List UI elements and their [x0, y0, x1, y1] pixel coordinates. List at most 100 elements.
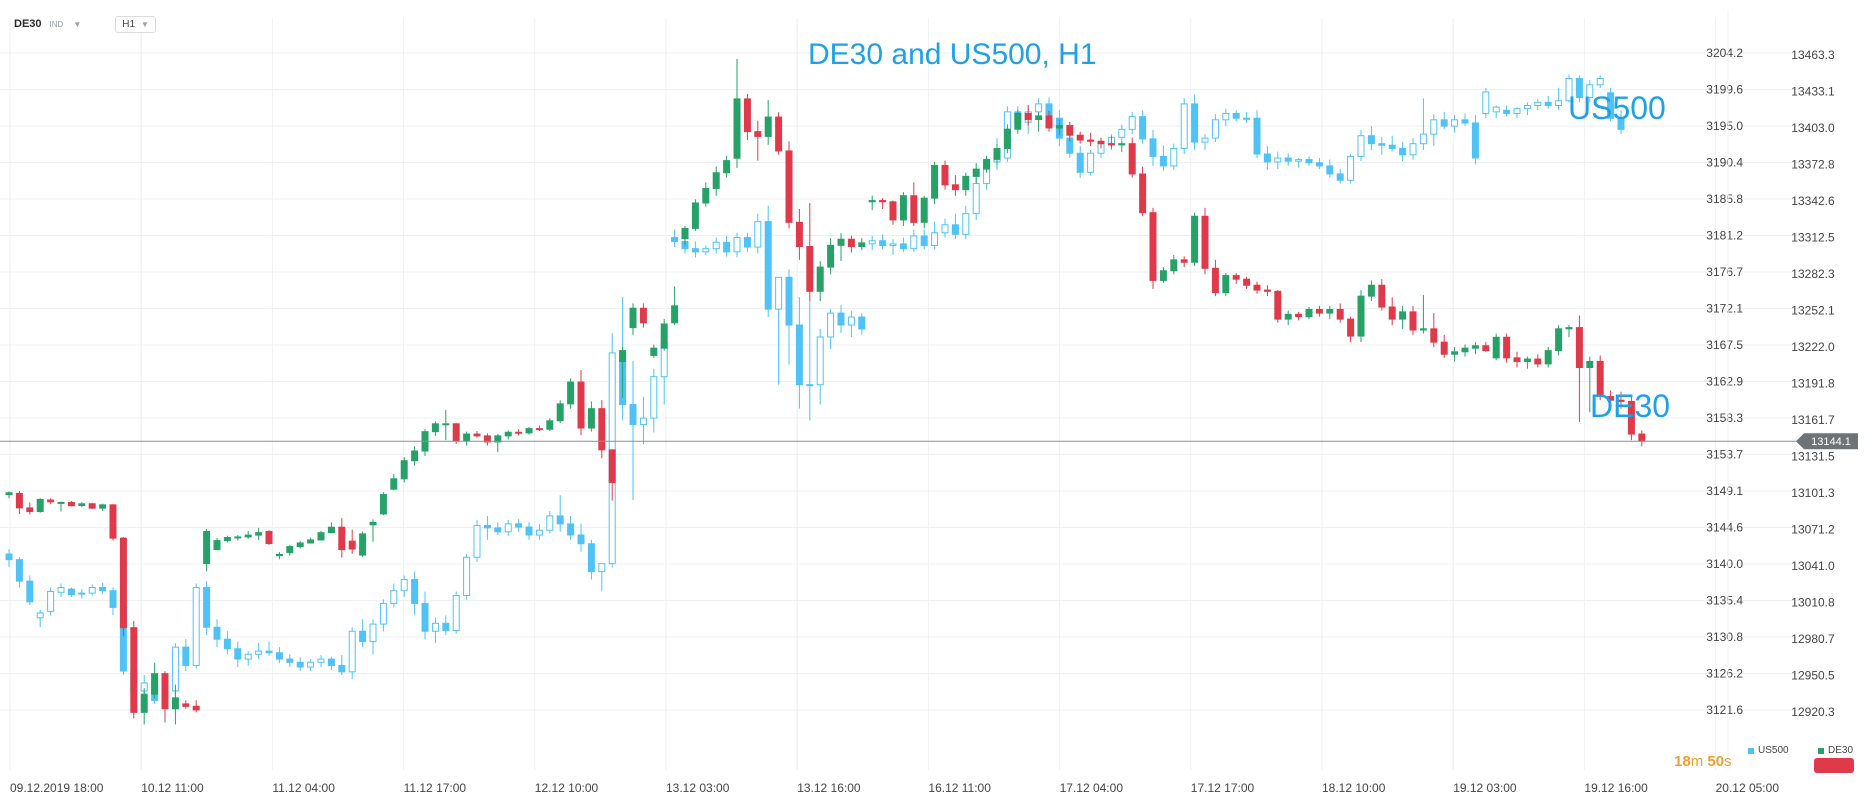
us500-candle: [1419, 98, 1427, 151]
us500-candle: [1461, 113, 1469, 127]
candle-body: [587, 543, 595, 573]
de30-candle: [99, 503, 107, 511]
candle-body: [858, 316, 866, 330]
de30-candle: [1451, 346, 1459, 362]
de30-candle: [785, 141, 793, 229]
us500-candle: [1243, 111, 1251, 123]
de30-candle: [1107, 136, 1115, 149]
de30-candle: [619, 346, 627, 398]
candle-body: [1201, 215, 1209, 269]
de30-candle: [733, 58, 741, 168]
candle-body: [1596, 360, 1604, 398]
candle-body: [1492, 336, 1500, 359]
legend-de30[interactable]: DE30: [1818, 745, 1853, 756]
us500-candle: [733, 232, 741, 258]
candle-body: [452, 423, 460, 442]
candle-body: [764, 221, 772, 310]
us500-candle: [67, 587, 75, 598]
candle-body: [473, 524, 481, 558]
candle-body: [712, 172, 720, 189]
x-tick-label: 13.12 16:00: [797, 781, 861, 795]
timeframe-selector[interactable]: H1 ▼: [115, 15, 156, 33]
candle-body: [1357, 295, 1365, 337]
sell-button[interactable]: [1814, 758, 1854, 773]
legend-us500[interactable]: US500: [1748, 745, 1789, 756]
de30-candle: [1440, 334, 1448, 358]
candle-body: [203, 530, 211, 565]
candle-body: [359, 533, 367, 556]
candle-body: [754, 221, 762, 248]
de30-candle: [671, 286, 679, 326]
candle-body: [639, 307, 647, 324]
candle-body: [1180, 259, 1188, 263]
us500-candle: [931, 221, 939, 250]
de30-candle: [775, 112, 783, 155]
candle-body: [868, 200, 876, 203]
candle-body: [213, 626, 221, 640]
de30-candle: [1118, 141, 1126, 153]
candle-body: [494, 527, 502, 533]
candle-body: [962, 213, 970, 235]
candle-body: [691, 248, 699, 253]
us500-candle: [775, 276, 783, 385]
de30-candle: [764, 100, 772, 145]
candle-body: [1170, 147, 1178, 167]
candle-body: [265, 530, 273, 545]
candle-body: [650, 347, 658, 356]
candle-body: [67, 501, 75, 507]
candle-body: [889, 243, 897, 246]
candle-body: [1211, 267, 1219, 294]
us500-candle: [1336, 169, 1344, 184]
candle-body: [515, 523, 523, 528]
de30-candle: [338, 518, 346, 558]
legend-label: DE30: [1828, 745, 1854, 756]
candle-body: [442, 423, 450, 426]
candle-body: [931, 232, 939, 246]
y-right-tick-label: 13161.7: [1791, 413, 1835, 427]
us500-candle: [1565, 74, 1573, 103]
candle-body: [650, 376, 658, 419]
candle-body: [691, 202, 699, 229]
candle-body: [1191, 215, 1199, 263]
de30-candle: [1503, 333, 1511, 363]
us500-candle: [754, 213, 762, 254]
us500-candle: [473, 519, 481, 563]
de30-candle: [327, 522, 335, 534]
candle-body: [868, 240, 876, 245]
candle-body: [369, 521, 377, 526]
symbol-label[interactable]: DE30: [14, 18, 42, 30]
chevron-down-icon[interactable]: ▼: [73, 19, 82, 29]
candle-body: [182, 703, 190, 707]
us500-candle: [1388, 135, 1396, 152]
de30-candle: [1409, 305, 1417, 335]
us500-candle: [483, 515, 491, 540]
us500-candle: [1149, 130, 1157, 166]
de30-candle: [463, 431, 471, 446]
y-left-tick-label: 3176.7: [1706, 265, 1743, 279]
candle-body: [1461, 119, 1469, 124]
candle-body: [1523, 104, 1531, 110]
de30-candle: [1201, 207, 1209, 275]
candle-body: [1607, 92, 1615, 119]
y-right-tick-label: 13191.8: [1791, 377, 1835, 391]
candle-body: [879, 240, 887, 246]
candle-body: [317, 658, 325, 663]
us500-candle: [1211, 114, 1219, 143]
us500-candle: [972, 177, 980, 221]
candle-body: [598, 563, 606, 573]
candle-body: [327, 658, 335, 666]
y-left-tick-label: 3172.1: [1706, 302, 1743, 316]
candle-body: [525, 526, 533, 536]
y-right-tick-label: 13252.1: [1791, 304, 1835, 318]
candle-body: [723, 160, 731, 174]
us500-candle: [1555, 87, 1563, 111]
us500-candle: [213, 619, 221, 648]
de30-candle: [1253, 281, 1261, 294]
de30-candle: [639, 303, 647, 328]
us500-candle: [1295, 157, 1303, 168]
candle-body: [223, 638, 231, 650]
y-left-tick-label: 3149.1: [1706, 484, 1743, 498]
us500-candle: [941, 218, 949, 238]
de30-candle: [546, 418, 554, 432]
